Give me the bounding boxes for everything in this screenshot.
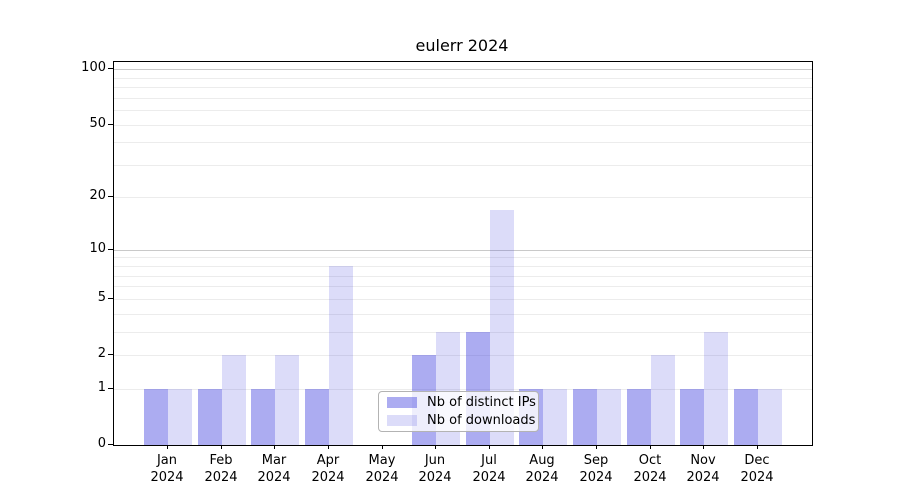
bar-nb-of-downloads-feb-2024 [222,355,246,445]
y-tick-label-50: 50 [89,116,106,131]
x-tick-oct-2024 [650,445,651,449]
x-tick-apr-2024 [328,445,329,449]
x-tick-may-2024 [382,445,383,449]
gridline-9 [114,257,812,258]
plot-area [113,61,813,446]
x-tick-label-aug-2024: Aug 2024 [525,453,559,485]
chart-title: eulerr 2024 [415,36,509,55]
x-tick-label-mar-2024: Mar 2024 [257,453,291,485]
y-tick-10 [108,249,113,250]
y-tick-label-5: 5 [97,290,106,305]
legend-label-nb-of-downloads: Nb of downloads [427,412,536,428]
y-tick-label-1: 1 [97,380,106,395]
y-tick-2 [108,354,113,355]
legend-label-nb-of-distinct-ips: Nb of distinct IPs [427,394,536,410]
gridline-20 [114,197,812,198]
x-tick-label-oct-2024: Oct 2024 [633,453,667,485]
x-tick-label-jun-2024: Jun 2024 [418,453,452,485]
bar-nb-of-downloads-nov-2024 [704,332,728,445]
bar-nb-of-downloads-aug-2024 [543,389,567,445]
gridline-5 [114,299,812,300]
bar-nb-of-downloads-apr-2024 [329,266,353,445]
x-tick-sep-2024 [596,445,597,449]
x-tick-label-may-2024: May 2024 [365,453,399,485]
gridline-100 [114,69,812,70]
gridline-2 [114,355,812,356]
bar-nb-of-distinct-ips-oct-2024 [627,389,651,445]
bar-nb-of-distinct-ips-apr-2024 [305,389,329,445]
gridline-8 [114,266,812,267]
gridline-3 [114,332,812,333]
x-tick-label-nov-2024: Nov 2024 [686,453,720,485]
x-tick-label-apr-2024: Apr 2024 [311,453,345,485]
y-tick-label-20: 20 [89,188,106,203]
bar-nb-of-distinct-ips-jan-2024 [144,389,168,445]
x-tick-feb-2024 [221,445,222,449]
x-tick-dec-2024 [757,445,758,449]
y-tick-1 [108,388,113,389]
gridline-6 [114,286,812,287]
y-tick-label-10: 10 [89,241,106,256]
gridline-40 [114,142,812,143]
y-tick-0 [108,444,113,445]
bar-nb-of-distinct-ips-feb-2024 [198,389,222,445]
legend-item-nb-of-distinct-ips: Nb of distinct IPs [387,394,538,410]
gridline-70 [114,98,812,99]
x-tick-nov-2024 [703,445,704,449]
legend-swatch-nb-of-downloads [387,415,417,426]
gridline-30 [114,165,812,166]
legend: Nb of distinct IPs Nb of downloads [378,391,539,432]
y-tick-label-100: 100 [81,60,106,75]
y-tick-100 [108,68,113,69]
y-tick-5 [108,298,113,299]
x-tick-mar-2024 [274,445,275,449]
x-tick-jun-2024 [435,445,436,449]
x-tick-label-jul-2024: Jul 2024 [472,453,506,485]
x-tick-aug-2024 [542,445,543,449]
gridline-1 [114,389,812,390]
y-tick-label-2: 2 [97,346,106,361]
gridline-50 [114,125,812,126]
gridline-4 [114,314,812,315]
x-tick-jan-2024 [167,445,168,449]
x-tick-label-dec-2024: Dec 2024 [740,453,774,485]
bar-nb-of-downloads-mar-2024 [275,355,299,445]
legend-item-nb-of-downloads: Nb of downloads [387,412,538,428]
gridline-10 [114,250,812,251]
gridline-7 [114,276,812,277]
gridline-60 [114,110,812,111]
x-tick-label-feb-2024: Feb 2024 [204,453,238,485]
bar-nb-of-downloads-oct-2024 [651,355,675,445]
legend-swatch-nb-of-distinct-ips [387,397,417,408]
x-tick-label-jan-2024: Jan 2024 [150,453,184,485]
gridline-80 [114,87,812,88]
y-tick-20 [108,196,113,197]
bar-nb-of-distinct-ips-nov-2024 [680,389,704,445]
bar-nb-of-downloads-dec-2024 [758,389,782,445]
x-tick-jul-2024 [489,445,490,449]
bar-nb-of-downloads-jan-2024 [168,389,192,445]
bar-nb-of-downloads-sep-2024 [597,389,621,445]
y-tick-label-0: 0 [97,436,106,451]
bar-nb-of-distinct-ips-dec-2024 [734,389,758,445]
y-tick-50 [108,124,113,125]
gridline-90 [114,78,812,79]
bar-nb-of-distinct-ips-mar-2024 [251,389,275,445]
bar-nb-of-distinct-ips-sep-2024 [573,389,597,445]
x-tick-label-sep-2024: Sep 2024 [579,453,613,485]
